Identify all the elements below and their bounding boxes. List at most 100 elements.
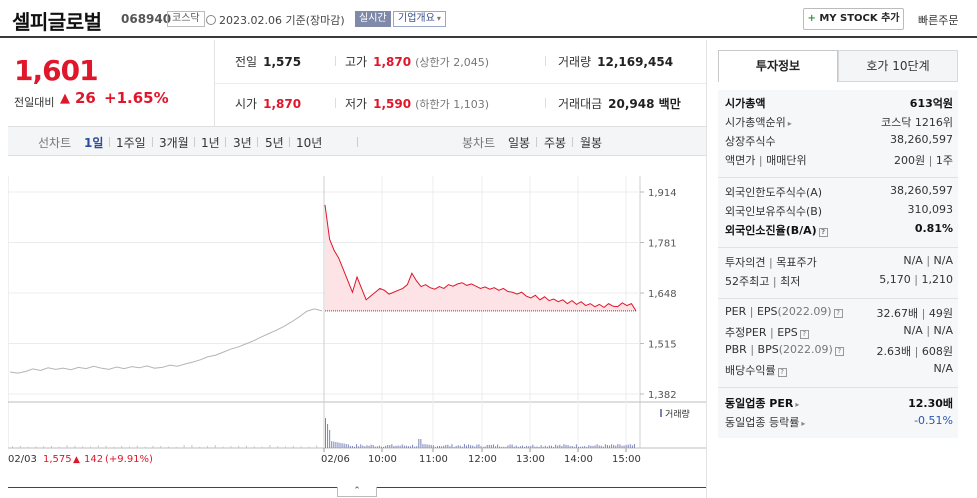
volume-bar	[596, 444, 598, 448]
period-5y[interactable]: 5년	[265, 136, 284, 150]
company-overview-dropdown[interactable]: 기업개요 ▾	[393, 11, 446, 27]
volume-bar	[412, 444, 414, 448]
volume-bar	[459, 445, 461, 448]
volume-bar	[432, 445, 434, 448]
period-daily-candle[interactable]: 일봉	[508, 136, 531, 150]
lower-limit-value: (하한가 1,103)	[415, 98, 489, 111]
period-3y[interactable]: 3년	[233, 136, 252, 150]
face-value-row: 액면가 | 매매단위 200원 | 1주	[725, 152, 953, 170]
period-1y[interactable]: 1년	[201, 136, 220, 150]
est-per-value: N/A	[903, 324, 923, 337]
week52-row: 52주최고 | 최저 5,170 | 1,210	[725, 273, 953, 291]
dividend-row: 배당수익률? N/A	[725, 362, 953, 380]
realtime-button[interactable]: 실시간	[355, 11, 391, 27]
volume-bar	[567, 445, 569, 448]
prev-volume-bar	[43, 446, 45, 448]
period-monthly-candle[interactable]: 월봉	[580, 136, 603, 150]
help-icon[interactable]: ?	[833, 309, 843, 318]
x-tick-label: 10:00	[368, 454, 397, 465]
stock-code: 068940	[121, 12, 172, 26]
period-3m[interactable]: 3개월	[159, 136, 189, 150]
volume-bar	[465, 445, 467, 448]
trade-value-label: 거래대금	[558, 97, 603, 111]
volume-bar	[513, 446, 515, 448]
help-icon[interactable]: ?	[818, 228, 828, 237]
tab-order-book-10[interactable]: 호가 10단계	[838, 50, 958, 82]
volume-bar	[451, 444, 453, 448]
volume-bar	[397, 445, 399, 448]
prev-volume-bar	[58, 446, 60, 448]
prev-volume-bar	[207, 446, 208, 448]
prev-volume-bar	[168, 446, 169, 448]
info-tabs: 투자정보 호가 10단계	[718, 50, 958, 82]
period-1d[interactable]: 1일	[84, 136, 104, 150]
foreign-hold-value: 310,093	[907, 203, 954, 216]
tab-investment-info[interactable]: 투자정보	[718, 50, 838, 82]
prev-close-label: 전일	[235, 55, 258, 69]
est-per-values: N/A | N/A	[903, 324, 953, 337]
industry-per-label[interactable]: 동일업종 PER	[725, 397, 794, 410]
chevron-up-icon: ⌃	[353, 486, 361, 496]
volume-bar	[573, 446, 575, 448]
volume-bar	[524, 446, 526, 448]
prev-volume-bar	[74, 445, 76, 448]
volume-bar	[410, 446, 412, 448]
volume-bar	[470, 445, 472, 448]
volume-bar	[509, 444, 511, 448]
industry-per-row: 동일업종 PER ▸ 12.30배	[725, 395, 953, 413]
info-divider	[718, 177, 958, 178]
candle-chart-label: 봉차트	[462, 136, 496, 150]
open-value: 1,870	[263, 97, 302, 111]
volume-bar	[354, 446, 356, 448]
today-price-line	[324, 204, 637, 312]
volume-bar	[428, 444, 430, 448]
stats-separator	[335, 56, 336, 66]
per-value: 32.67배	[876, 307, 919, 320]
quick-order-link[interactable]: 빠른주문	[918, 14, 959, 27]
volume-bar	[325, 418, 326, 448]
opinion-row: 투자의견 | 목표주가 N/A | N/A	[725, 254, 953, 272]
x-tick-label: 02/06	[321, 454, 350, 465]
stats-separator	[335, 98, 336, 108]
prev-session-date: 02/03	[8, 454, 37, 465]
collapse-chart-button[interactable]: ⌃	[337, 487, 377, 497]
opinion-values: N/A | N/A	[903, 254, 953, 267]
industry-per-value: 12.30배	[908, 397, 953, 410]
volume-bar	[492, 444, 494, 448]
volume-bar	[374, 446, 376, 448]
volume-bar	[478, 444, 480, 448]
eps-label: EPS	[756, 305, 778, 318]
prev-volume-bar	[183, 445, 185, 448]
intraday-chart[interactable]: 1,914 1,781 1,648 1,515 1,382 02/06 10:00 11:00…	[8, 156, 706, 486]
help-icon[interactable]: ?	[799, 330, 809, 339]
add-my-stock-button[interactable]: + MY STOCK 추가	[803, 8, 904, 30]
help-icon[interactable]: ?	[777, 368, 787, 377]
volume-bar	[623, 445, 625, 448]
prev-volume-bar	[129, 446, 130, 448]
volume-bar	[609, 445, 611, 448]
week52-high-value: 5,170	[879, 273, 911, 286]
volume-bar	[546, 446, 548, 448]
volume-bar	[482, 446, 484, 448]
info-divider	[718, 247, 958, 248]
volume-bar	[403, 445, 405, 448]
volume-bar	[468, 444, 470, 448]
volume-bar	[582, 446, 584, 448]
foreign-ratio-label: 외국인소진율(B/A)	[725, 224, 817, 237]
volume-bar	[590, 445, 592, 448]
pbr-period: (2022.09)	[778, 343, 833, 356]
volume-bar	[592, 445, 594, 448]
dividend-label: 배당수익률	[725, 364, 776, 377]
volume-bar	[453, 446, 455, 448]
market-cap-label: 시가총액	[725, 97, 766, 110]
volume-bar	[385, 445, 387, 448]
period-weekly-candle[interactable]: 주봉	[544, 136, 567, 150]
period-10y[interactable]: 10년	[296, 136, 323, 150]
prev-volume-bar	[214, 445, 216, 448]
period-1w[interactable]: 1주일	[116, 136, 146, 150]
industry-change-label[interactable]: 동일업종 등락률	[725, 416, 800, 429]
listed-shares-row: 상장주식수 38,260,597	[725, 133, 953, 151]
help-icon[interactable]: ?	[834, 347, 844, 356]
volume-bar	[521, 445, 523, 448]
volume-bar	[380, 446, 382, 448]
